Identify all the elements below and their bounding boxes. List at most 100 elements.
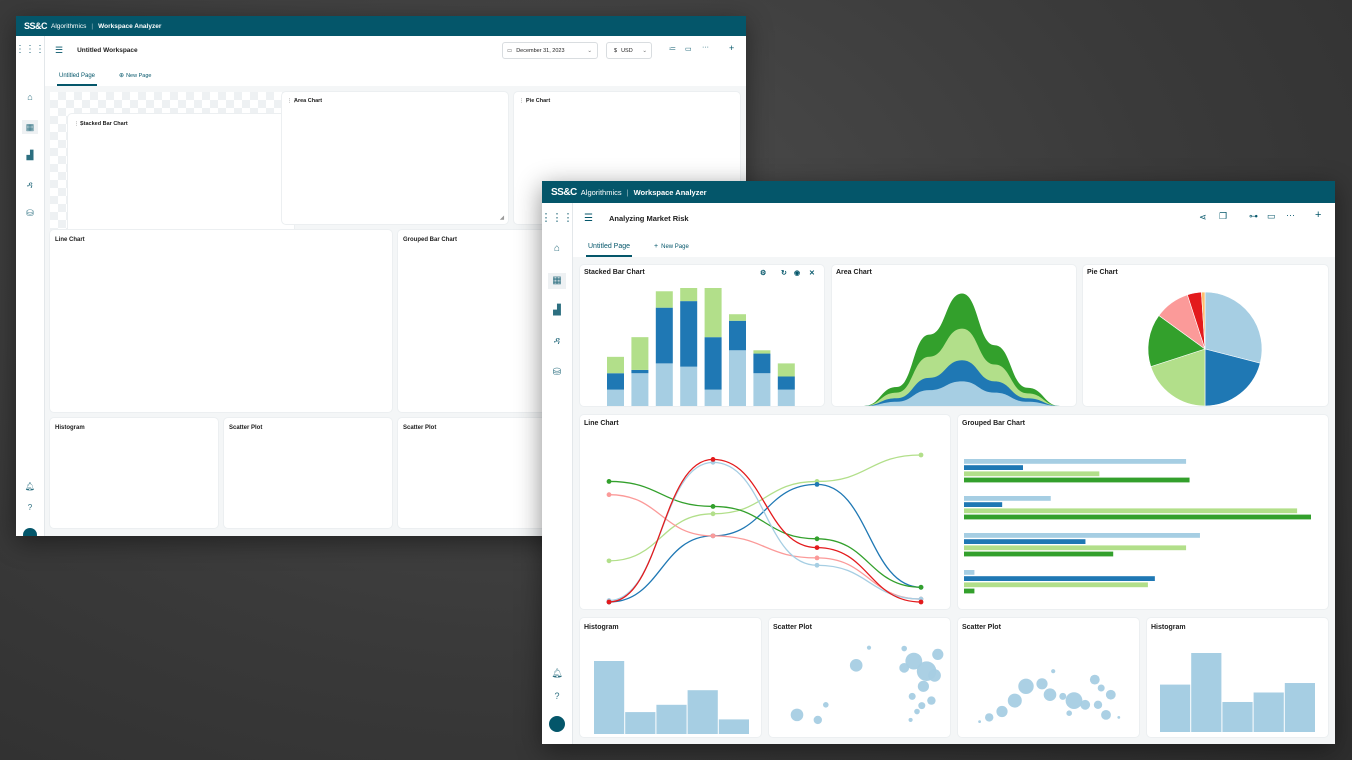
back-tab-active[interactable]: Untitled Page xyxy=(57,73,98,86)
back-area-card[interactable]: ⋮⋮ Area Chart ◢ xyxy=(282,92,508,224)
back-histogram-card[interactable]: Histogram xyxy=(50,418,218,528)
front-home-icon[interactable]: ⌂ xyxy=(553,243,561,254)
back-more-icon[interactable]: ··· xyxy=(702,44,709,51)
front-more-icon[interactable]: ··· xyxy=(1286,210,1295,220)
scatter1-point-1 xyxy=(790,708,804,722)
back-date-picker[interactable]: ▭ December 31, 2023 ⌄ xyxy=(502,42,598,59)
scatter2-point-14 xyxy=(1105,689,1116,700)
histogram-chart-1 xyxy=(594,661,749,734)
front-brand-logo: SS&C xyxy=(551,186,577,198)
back-users-icon[interactable]: ዳ xyxy=(27,180,33,190)
line-point-dark-green-4 xyxy=(918,584,924,590)
back-brand-logo: SS&C xyxy=(24,21,48,31)
stacked-bar-card[interactable]: Stacked Bar Chart ⚙ ↻ ◉ ✕ xyxy=(580,265,824,406)
scatter1-point-16 xyxy=(899,662,910,673)
front-share-icon[interactable]: ⋖ xyxy=(1199,212,1207,222)
view-icon[interactable]: ◉ xyxy=(794,270,801,277)
front-folder-icon[interactable]: ▭ xyxy=(1267,211,1276,221)
front-avatar-icon[interactable] xyxy=(549,716,565,732)
front-menu-icon[interactable]: ☰ xyxy=(584,212,593,224)
back-folder-icon[interactable]: ▭ xyxy=(685,46,692,53)
scatter-card-2[interactable]: Scatter Plot xyxy=(958,618,1139,737)
stacked-bar-8-b xyxy=(777,376,795,390)
front-tab-active[interactable]: Untitled Page xyxy=(586,243,633,257)
grouped-bar-card[interactable]: Grouped Bar Chart xyxy=(958,415,1328,609)
front-apps-grid-icon[interactable]: ⋮⋮⋮ xyxy=(542,212,574,224)
front-hierarchy-icon[interactable]: ⊶ xyxy=(1249,211,1258,221)
front-users-icon[interactable]: ዳ xyxy=(553,336,561,347)
pie-card[interactable]: Pie Chart xyxy=(1083,265,1328,406)
scatter2-point-6 xyxy=(1036,678,1048,690)
histogram-chart-2 xyxy=(1160,653,1315,732)
back-line-card[interactable]: Line Chart xyxy=(50,230,392,412)
back-help-icon[interactable]: ? xyxy=(27,503,33,512)
front-data-icon[interactable]: ⛁ xyxy=(552,367,562,378)
front-bell-icon[interactable]: 🔔︎ xyxy=(551,668,563,678)
back-scatter-card-1[interactable]: Scatter Plot xyxy=(224,418,392,528)
close-icon[interactable]: ✕ xyxy=(809,270,815,277)
line-point-light-blue-3 xyxy=(814,562,820,568)
front-copy-icon[interactable]: ❐ xyxy=(1219,211,1228,221)
front-workspace-title[interactable]: Analyzing Market Risk xyxy=(608,213,689,223)
line-point-pink-2 xyxy=(710,533,716,539)
back-bell-icon[interactable]: 🔔︎ xyxy=(24,482,36,491)
scatter-card-1[interactable]: Scatter Plot xyxy=(769,618,950,737)
grouped-bar-g4-d xyxy=(964,588,975,594)
back-pie-drag-icon[interactable]: ⋮⋮ xyxy=(519,98,529,104)
line-point-red-4 xyxy=(918,599,924,605)
stacked-bar-4-c xyxy=(680,288,698,302)
back-currency-select[interactable]: $ USD ⌄ xyxy=(606,42,652,59)
stacked-bar-1-c xyxy=(607,356,624,374)
front-add-icon[interactable]: + xyxy=(1315,209,1322,221)
scatter2-point-10 xyxy=(1080,699,1091,710)
back-area-resize-icon[interactable]: ◢ xyxy=(500,215,504,221)
back-drag-handle-icon[interactable]: ⋮⋮ xyxy=(74,121,84,127)
front-new-page-button[interactable]: New Page xyxy=(661,244,689,250)
back-new-page-icon[interactable]: ⊕ xyxy=(119,73,125,79)
front-new-page-icon[interactable]: + xyxy=(654,243,659,250)
grouped-bar-g1-a xyxy=(964,459,1187,464)
back-scatter-card-2[interactable]: Scatter Plot xyxy=(398,418,566,528)
back-home-icon[interactable]: ⌂ xyxy=(27,92,33,102)
back-stacked-bar-title: Stacked Bar Chart xyxy=(80,121,128,127)
area-card[interactable]: Area Chart xyxy=(832,265,1076,406)
front-chart-icon[interactable]: ▟ xyxy=(553,305,561,316)
back-area-drag-icon[interactable]: ⋮⋮ xyxy=(287,98,297,104)
back-menu-icon[interactable]: ☰ xyxy=(55,44,64,55)
back-new-page-button[interactable]: New Page xyxy=(126,73,152,79)
stacked-bar-1-b xyxy=(607,373,624,390)
histogram-card-1[interactable]: Histogram xyxy=(580,618,761,737)
settings-icon[interactable]: ⚙ xyxy=(760,270,767,277)
line-point-red-3 xyxy=(814,545,820,551)
refresh-icon[interactable]: ↻ xyxy=(781,270,787,277)
grouped-bar-title: Grouped Bar Chart xyxy=(962,420,1026,427)
back-chart-icon[interactable]: ▟ xyxy=(26,150,34,160)
front-dashboard-icon[interactable]: ▦ xyxy=(548,273,566,289)
back-add-icon[interactable]: + xyxy=(729,43,735,53)
back-workspace-title[interactable]: Untitled Workspace xyxy=(77,46,138,54)
back-data-icon[interactable]: ⛁ xyxy=(26,208,34,218)
scatter-title-1: Scatter Plot xyxy=(773,624,812,631)
scatter1-point-8 xyxy=(917,680,929,692)
front-brand-product: Workspace Analyzer xyxy=(633,187,707,197)
back-stacked-bar-card[interactable]: ⋮⋮ Stacked Bar Chart xyxy=(68,114,294,250)
pie-title: Pie Chart xyxy=(1087,269,1118,276)
front-page-tabs: Untitled Page + New Page xyxy=(573,233,1335,257)
scatter2-point-7 xyxy=(1051,669,1056,674)
back-avatar-icon[interactable] xyxy=(23,528,37,536)
histogram-card-2[interactable]: Histogram xyxy=(1147,618,1328,737)
back-apps-grid-icon[interactable]: ⋮⋮⋮ xyxy=(16,44,45,55)
pie-slice-c xyxy=(1150,348,1206,406)
grouped-bar-g2-b xyxy=(964,502,1003,507)
back-sort-icon[interactable]: ≔ xyxy=(669,46,676,53)
hist2-bin-1 xyxy=(1160,684,1191,732)
back-pie-title: Pie Chart xyxy=(526,98,551,104)
stacked-bar-3-b xyxy=(655,307,673,364)
line-card[interactable]: Line Chart xyxy=(580,415,950,609)
back-dashboard-icon[interactable]: ▦ xyxy=(22,120,38,134)
pie-slice-d xyxy=(1147,315,1206,367)
grouped-bar-g3-c xyxy=(964,545,1187,551)
front-help-icon[interactable]: ? xyxy=(554,691,560,701)
back-scatter-title-1: Scatter Plot xyxy=(229,425,263,431)
line-point-pink-3 xyxy=(814,555,820,561)
